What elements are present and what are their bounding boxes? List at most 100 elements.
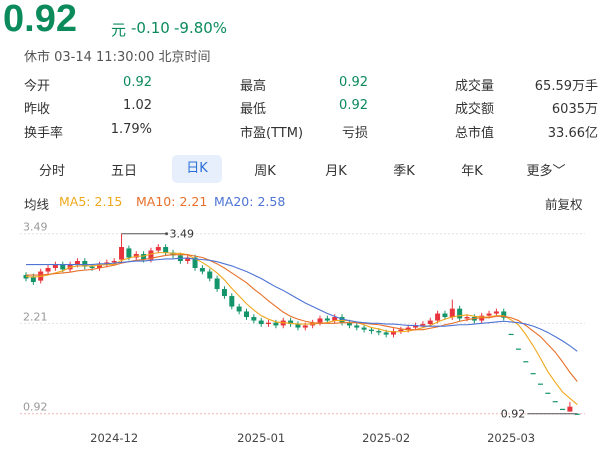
stat-value: 0.92	[339, 98, 368, 113]
candle-body	[89, 266, 95, 269]
candle-body	[538, 383, 543, 385]
stat-label: 今开	[24, 79, 51, 94]
stat-label: 成交量	[455, 79, 495, 94]
stat-label: 最高	[240, 79, 267, 94]
candle-body	[273, 322, 279, 326]
stat-label: 昨收	[24, 102, 51, 117]
stat-label: 总市值	[455, 126, 495, 141]
legend-name: MA20:	[214, 194, 254, 209]
period-tab[interactable]: 分时	[38, 164, 65, 179]
x-tick-label: 2025-01	[237, 431, 285, 445]
candle-body	[317, 318, 323, 323]
candle-body	[493, 311, 499, 314]
candle-body	[398, 329, 404, 332]
stat-label: 最低	[240, 102, 267, 117]
candle-body	[346, 322, 352, 326]
candle-body	[60, 264, 66, 270]
min-marker-label: 0.92	[501, 408, 526, 421]
candle-body	[244, 311, 249, 318]
candle-body	[508, 333, 514, 336]
x-tick-label: 2025-02	[362, 431, 410, 445]
period-tab[interactable]: 更多﹀	[526, 164, 566, 179]
legend-name: MA5:	[59, 194, 91, 209]
candle-body	[427, 320, 433, 325]
period-tab[interactable]: 季K	[393, 164, 415, 179]
max-marker-label: 3.49	[170, 228, 195, 241]
candle-body	[449, 308, 455, 318]
legend-item: MA5: 2.15	[59, 194, 122, 209]
stat-value: 亏损	[341, 126, 368, 141]
stat-label: 市盈(TTM)	[240, 126, 304, 141]
period-tab[interactable]: 日K	[172, 155, 222, 183]
candle-body	[214, 278, 220, 290]
period-tab[interactable]: 周K	[254, 164, 276, 179]
legend-value: 2.58	[257, 194, 286, 209]
candle-body	[567, 406, 573, 412]
period-tab[interactable]: 五日	[110, 164, 137, 179]
stat-value: 6035万	[551, 102, 598, 117]
candle-body	[435, 313, 441, 321]
candle-body	[523, 361, 529, 363]
candle-body	[229, 296, 235, 307]
candle-body	[148, 250, 154, 260]
candle-body	[295, 324, 301, 328]
period-tab[interactable]: 月K	[325, 164, 347, 179]
candle-body	[552, 401, 558, 403]
candle-body	[258, 320, 264, 325]
candle-body	[97, 264, 102, 269]
candle-body	[251, 317, 257, 321]
candle-body	[207, 271, 213, 279]
ma-line	[26, 257, 578, 352]
candle-body	[30, 276, 36, 283]
price-unit: 元	[111, 21, 127, 39]
legend-value: 2.21	[179, 194, 208, 209]
candle-body	[163, 247, 169, 253]
stat-value: 65.59万手	[534, 79, 598, 94]
adjust-toggle[interactable]: 前复权	[545, 197, 583, 212]
market-status: 休市 03-14 11:30:00 北京时间	[24, 50, 211, 65]
legend-item: MA10: 2.21	[136, 194, 207, 209]
candle-body	[515, 348, 521, 350]
candle-body	[236, 306, 242, 312]
candle-body	[170, 252, 176, 256]
candle-body	[111, 261, 117, 263]
y-tick-label: 2.21	[23, 310, 48, 323]
candle-body	[486, 313, 492, 316]
price-change: -0.10	[131, 19, 170, 37]
candle-body	[545, 392, 551, 394]
stat-label: 换手率	[24, 126, 64, 141]
candle-body	[119, 247, 125, 260]
price: 0.92	[3, 0, 77, 40]
y-tick-label: 0.92	[23, 401, 48, 414]
ma-line	[26, 254, 578, 382]
candle-body	[501, 311, 507, 318]
candle-body	[405, 327, 411, 330]
candle-body	[574, 413, 580, 415]
candle-body	[82, 261, 88, 267]
candle-body	[141, 254, 147, 260]
candle-body	[302, 325, 308, 328]
stat-value: 0.92	[123, 75, 152, 90]
candle-body	[391, 331, 396, 335]
price-change-pct: -9.80%	[174, 19, 228, 37]
period-tab[interactable]: 年K	[461, 164, 483, 179]
stat-value: 0.92	[339, 75, 368, 90]
candle-body	[413, 325, 419, 328]
candle-body	[420, 324, 426, 326]
legend-item: MA20: 2.58	[214, 194, 285, 209]
candle-body	[368, 329, 374, 332]
candle-body	[457, 308, 463, 319]
candle-body	[383, 332, 389, 335]
candle-body	[266, 322, 272, 325]
x-tick-label: 2025-03	[487, 431, 535, 445]
candle-body	[45, 268, 51, 272]
ma-title: 均线	[24, 197, 50, 212]
candle-body	[376, 331, 382, 333]
candle-body	[155, 247, 161, 251]
stat-label: 成交额	[455, 102, 495, 117]
x-tick-label: 2024-12	[90, 431, 138, 445]
candle-body	[199, 268, 205, 272]
candle-body	[530, 373, 536, 375]
